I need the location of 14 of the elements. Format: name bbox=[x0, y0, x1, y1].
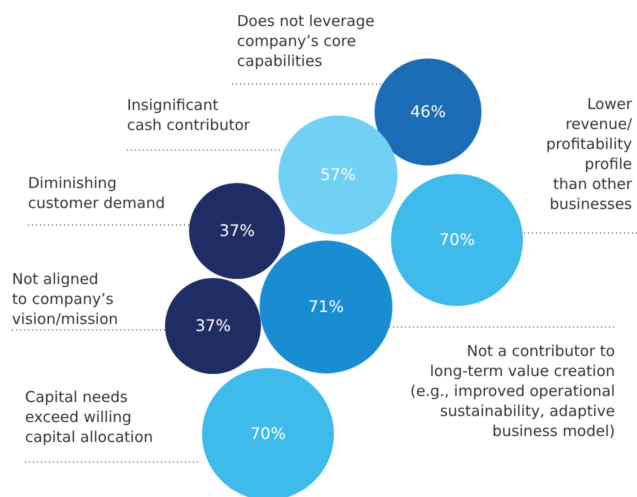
category-label: Diminishing customer demand bbox=[28, 174, 165, 212]
data-label: 46% bbox=[410, 102, 446, 121]
data-label: 37% bbox=[195, 316, 231, 335]
category-label: Capital needs exceed willing capital allocation bbox=[25, 388, 154, 446]
category-label: Does not leverage company’s core capabilities bbox=[237, 12, 374, 70]
data-label: 70% bbox=[250, 424, 286, 443]
category-label: Not a contributor to long-term value creation (e.g., improved operational sustainability, adaptive business model) bbox=[410, 342, 615, 440]
data-label: 57% bbox=[320, 165, 356, 184]
category-label: Not aligned to company’s vision/mission bbox=[12, 270, 118, 328]
category-label: Lower revenue/ profitability profile than other businesses bbox=[546, 95, 633, 213]
data-label: 71% bbox=[308, 297, 344, 316]
data-label: 37% bbox=[219, 221, 255, 240]
category-label: Insignificant cash contributor bbox=[127, 96, 251, 134]
data-label: 70% bbox=[439, 230, 475, 249]
